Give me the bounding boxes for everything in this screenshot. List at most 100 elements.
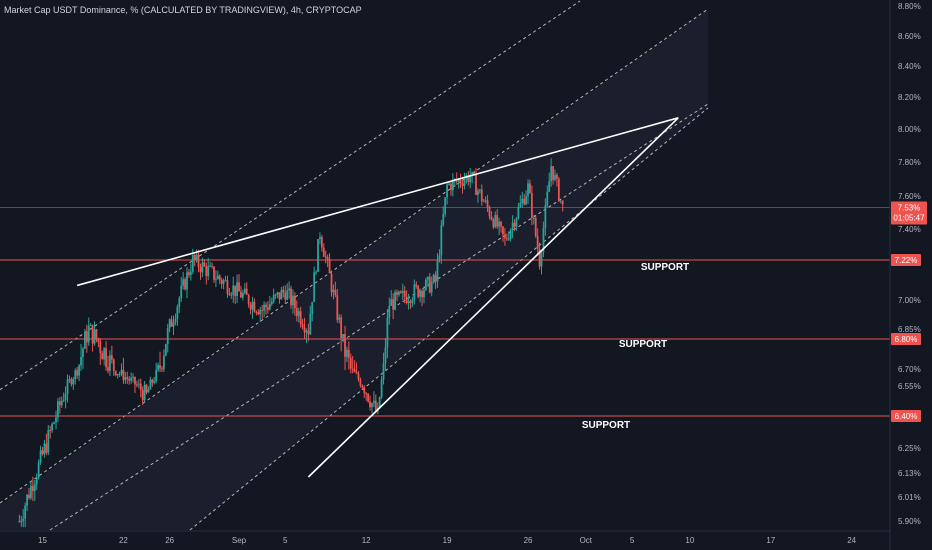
candle-body <box>513 222 516 227</box>
candle-body <box>193 255 196 260</box>
candle-body <box>334 289 337 296</box>
candle-body <box>216 275 219 280</box>
candle-body <box>157 365 159 371</box>
candle-body <box>105 348 107 368</box>
candle-body <box>317 239 319 272</box>
candle-body <box>347 349 350 358</box>
candle-body <box>261 309 264 311</box>
candle-body <box>557 178 560 201</box>
candle-body <box>159 365 161 369</box>
candle-body <box>267 307 269 310</box>
support-tag <box>891 254 921 266</box>
candle-body <box>311 301 314 314</box>
candle-body <box>382 363 385 380</box>
x-tick-label: 12 <box>362 536 371 545</box>
candle-body <box>396 292 398 295</box>
candle-body <box>301 324 304 328</box>
candle-body <box>399 291 402 293</box>
candle-body <box>511 222 514 230</box>
candle-body <box>417 286 420 297</box>
candle-body <box>35 477 38 485</box>
candle-body <box>475 174 477 195</box>
candle-body <box>478 189 481 191</box>
candle-body <box>415 284 418 287</box>
candle-body <box>230 294 233 296</box>
y-tick-label: 6.01% <box>898 493 921 502</box>
candle-body <box>232 285 235 295</box>
candle-body <box>469 176 472 183</box>
candle-body <box>245 288 248 295</box>
x-tick-label: Oct <box>580 536 593 545</box>
time-axis[interactable]: 15 22 26 Sep 5 12 19 26 Oct 5 10 17 24 <box>38 536 857 545</box>
candle-body <box>309 313 312 335</box>
candle-body <box>467 175 470 183</box>
candle-body <box>238 282 240 292</box>
candle-body <box>55 417 57 423</box>
candle-body <box>548 181 551 192</box>
support-tag <box>891 333 921 345</box>
candle-body <box>538 248 541 267</box>
candle-body <box>448 183 450 185</box>
candle-body <box>346 349 348 357</box>
candle-body <box>228 293 231 295</box>
candle-body <box>136 384 138 386</box>
candle-body <box>211 265 213 267</box>
candle-body <box>519 202 522 208</box>
candle-body <box>532 217 535 219</box>
candle-body <box>365 393 368 395</box>
candle-body <box>342 334 344 339</box>
y-tick-label: 7.40% <box>898 225 921 234</box>
candle-body <box>525 196 527 205</box>
candle-body <box>286 290 289 300</box>
candle-body <box>369 401 371 408</box>
candle-body <box>240 291 242 298</box>
candle-body <box>85 331 88 343</box>
y-tick-label: 8.80% <box>898 2 921 11</box>
candle-body <box>411 299 414 303</box>
candle-body <box>130 377 133 381</box>
candle-body <box>151 379 154 383</box>
candle-body <box>423 289 425 298</box>
candle-body <box>425 279 427 290</box>
candle-body <box>37 462 40 478</box>
candle-body <box>326 257 329 260</box>
y-tick-label: 7.80% <box>898 158 921 167</box>
rising-wedge-lower-line <box>307 117 679 478</box>
candle-body <box>494 215 497 227</box>
wedge-trendlines <box>76 117 679 478</box>
candle-body <box>263 304 265 311</box>
rising-wedge-upper-line <box>76 117 679 287</box>
candle-body <box>359 379 362 386</box>
candle-body <box>496 215 499 227</box>
candle-body <box>407 301 410 303</box>
candle-body <box>419 290 422 297</box>
candle-body <box>43 443 46 454</box>
candle-body <box>220 279 223 284</box>
candle-body <box>477 190 479 195</box>
candle-body <box>236 282 238 297</box>
candle-body <box>195 254 198 260</box>
y-tick-label: 7.60% <box>898 192 921 201</box>
candle-body <box>330 273 333 293</box>
candle-body <box>103 348 106 360</box>
candle-body <box>540 252 543 267</box>
candle-body <box>324 256 327 258</box>
x-tick-label: 26 <box>165 536 174 545</box>
candle-body <box>355 372 358 374</box>
candle-body <box>450 183 452 191</box>
candle-body <box>315 271 317 273</box>
candle-body <box>87 325 90 343</box>
price-axis[interactable]: 8.80% 8.60% 8.40% 8.20% 8.00% 7.80% 7.60% 7.40%… <box>898 2 921 526</box>
candle-body <box>224 280 227 282</box>
y-tick-label: 8.40% <box>898 62 921 71</box>
candle-body <box>504 234 506 238</box>
candle-body <box>463 179 466 186</box>
candle-body <box>272 294 275 302</box>
candle-body <box>509 229 512 239</box>
candle-body <box>203 262 206 267</box>
y-tick-label: 5.90% <box>898 517 921 526</box>
candle-body <box>51 423 54 431</box>
candle-body <box>89 324 92 326</box>
candle-body <box>191 255 194 272</box>
